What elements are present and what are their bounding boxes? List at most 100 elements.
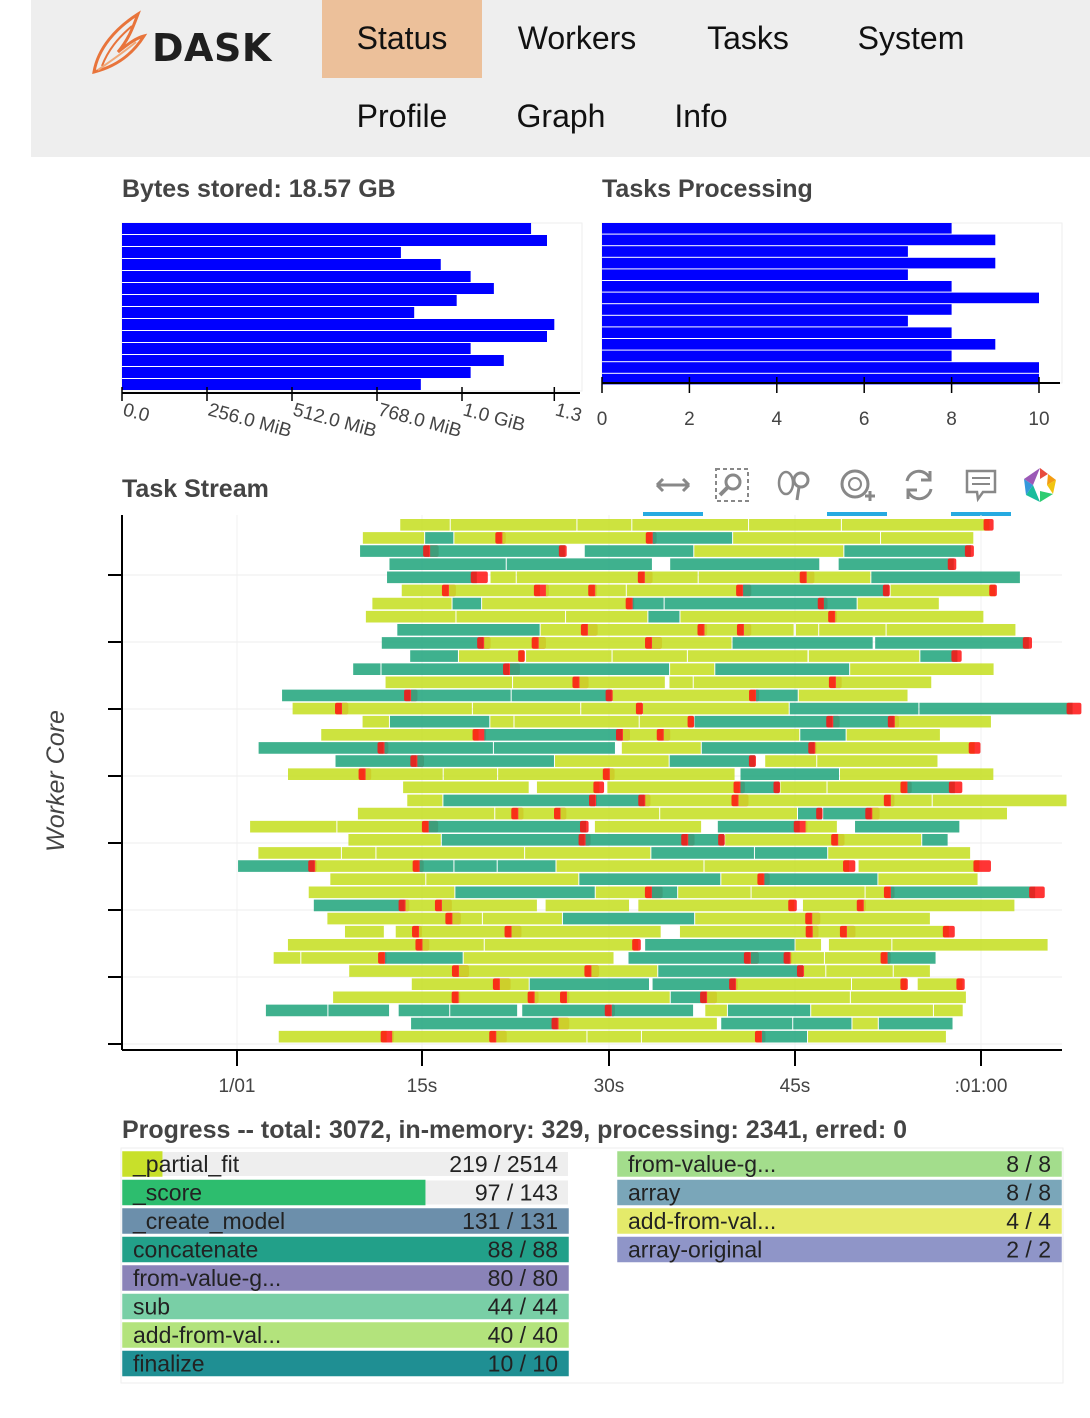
- bytes-bar[interactable]: [122, 355, 504, 366]
- task-stream-task[interactable]: [395, 925, 419, 938]
- procs-bar[interactable]: [602, 315, 908, 327]
- task-stream-task[interactable]: [805, 820, 837, 833]
- zoom-in-tool[interactable]: [837, 466, 877, 504]
- task-stream-task[interactable]: [443, 768, 498, 780]
- task-stream-task[interactable]: [513, 676, 579, 689]
- task-stream-task[interactable]: [890, 886, 1036, 899]
- bytes-bar[interactable]: [122, 223, 532, 234]
- task-stream-task[interactable]: [817, 755, 938, 767]
- task-stream-task[interactable]: [381, 637, 484, 649]
- task-stream-task[interactable]: [679, 925, 812, 938]
- procs-bar[interactable]: [602, 362, 1039, 373]
- task-stream-task[interactable]: [376, 847, 525, 859]
- task-stream-transfer[interactable]: [533, 584, 549, 597]
- task-stream-task[interactable]: [496, 1030, 587, 1043]
- task-stream-task[interactable]: [455, 886, 595, 899]
- progress-left-bar-fill[interactable]: [122, 1322, 569, 1348]
- procs-bar[interactable]: [602, 269, 908, 280]
- task-stream-task[interactable]: [287, 939, 422, 951]
- task-stream-task[interactable]: [384, 742, 493, 754]
- bytes-bar[interactable]: [122, 307, 415, 318]
- task-stream-task[interactable]: [484, 729, 622, 741]
- task-stream-task[interactable]: [328, 1004, 390, 1017]
- pan-tool[interactable]: [653, 466, 693, 504]
- bytes-bar[interactable]: [122, 343, 471, 354]
- task-stream-transfer[interactable]: [964, 545, 974, 557]
- task-stream-task[interactable]: [652, 532, 733, 544]
- task-stream-task[interactable]: [846, 925, 949, 938]
- task-stream-task[interactable]: [450, 1004, 518, 1017]
- task-stream-task[interactable]: [812, 912, 930, 925]
- task-stream-task[interactable]: [534, 991, 567, 1004]
- task-stream-task[interactable]: [642, 702, 789, 715]
- task-stream-task[interactable]: [511, 925, 661, 938]
- task-stream-task[interactable]: [850, 991, 966, 1004]
- task-stream-task[interactable]: [401, 584, 448, 597]
- task-stream-task[interactable]: [823, 807, 872, 820]
- bytes-bar[interactable]: [122, 283, 494, 294]
- task-stream-transfer[interactable]: [788, 899, 797, 912]
- task-stream-task[interactable]: [740, 768, 839, 780]
- task-stream-task[interactable]: [621, 742, 701, 754]
- task-stream-task[interactable]: [362, 532, 425, 544]
- task-stream-task[interactable]: [265, 1004, 328, 1017]
- task-stream-task[interactable]: [454, 532, 502, 544]
- task-stream-task[interactable]: [780, 781, 827, 794]
- task-stream-task[interactable]: [875, 637, 1029, 649]
- task-stream-task[interactable]: [612, 650, 687, 662]
- task-stream-task[interactable]: [287, 768, 365, 780]
- task-stream-task[interactable]: [798, 807, 823, 820]
- task-stream-task[interactable]: [612, 689, 756, 702]
- task-stream-task[interactable]: [638, 899, 795, 912]
- task-stream-task[interactable]: [707, 991, 850, 1004]
- task-stream-task[interactable]: [387, 571, 477, 584]
- task-stream-task[interactable]: [545, 584, 595, 597]
- task-stream-task[interactable]: [658, 965, 803, 977]
- task-stream-task[interactable]: [688, 834, 725, 846]
- nav-graph[interactable]: Graph: [516, 98, 606, 134]
- task-stream-transfer[interactable]: [900, 978, 908, 990]
- task-stream-task[interactable]: [441, 834, 585, 846]
- task-stream-task[interactable]: [536, 781, 600, 794]
- task-stream-task[interactable]: [721, 873, 764, 885]
- task-stream-task[interactable]: [522, 1004, 611, 1017]
- task-stream-task[interactable]: [652, 637, 732, 649]
- progress-right-bar-fill[interactable]: [617, 1208, 1062, 1234]
- task-stream-task[interactable]: [411, 978, 499, 990]
- bytes-bar[interactable]: [122, 259, 441, 270]
- task-stream-task[interactable]: [400, 519, 450, 531]
- nav-status[interactable]: Status: [322, 0, 482, 78]
- task-stream-task[interactable]: [917, 978, 963, 990]
- task-stream-task[interactable]: [450, 519, 577, 531]
- task-stream-task[interactable]: [919, 702, 1073, 715]
- task-stream-task[interactable]: [458, 965, 591, 977]
- task-stream-task[interactable]: [389, 715, 490, 728]
- task-stream-task[interactable]: [645, 939, 795, 951]
- task-stream-task[interactable]: [529, 978, 649, 990]
- bytes-bar[interactable]: [122, 319, 555, 330]
- task-stream-task[interactable]: [454, 860, 497, 872]
- task-stream-task[interactable]: [790, 952, 824, 964]
- task-stream-task[interactable]: [626, 584, 743, 597]
- task-stream-transfer[interactable]: [983, 519, 994, 531]
- nav-profile[interactable]: Profile: [356, 98, 448, 134]
- task-stream-transfer[interactable]: [470, 571, 488, 584]
- task-stream-task[interactable]: [670, 663, 715, 675]
- task-stream-task[interactable]: [430, 545, 565, 557]
- task-stream-task[interactable]: [743, 624, 794, 636]
- task-stream-transfer[interactable]: [828, 610, 838, 623]
- task-stream-task[interactable]: [795, 624, 819, 636]
- task-stream-task[interactable]: [628, 952, 750, 964]
- task-stream-task[interactable]: [852, 1017, 878, 1030]
- progress-right-bar-fill[interactable]: [617, 1236, 1062, 1263]
- task-stream-task[interactable]: [495, 807, 518, 820]
- task-stream-task[interactable]: [725, 834, 838, 846]
- task-stream-task[interactable]: [360, 545, 430, 557]
- task-stream-task[interactable]: [871, 571, 1020, 584]
- task-stream-task[interactable]: [838, 834, 922, 846]
- task-stream-task[interactable]: [808, 650, 920, 662]
- task-stream-task[interactable]: [878, 873, 978, 885]
- task-stream-task[interactable]: [510, 663, 670, 675]
- task-stream-task[interactable]: [518, 807, 561, 820]
